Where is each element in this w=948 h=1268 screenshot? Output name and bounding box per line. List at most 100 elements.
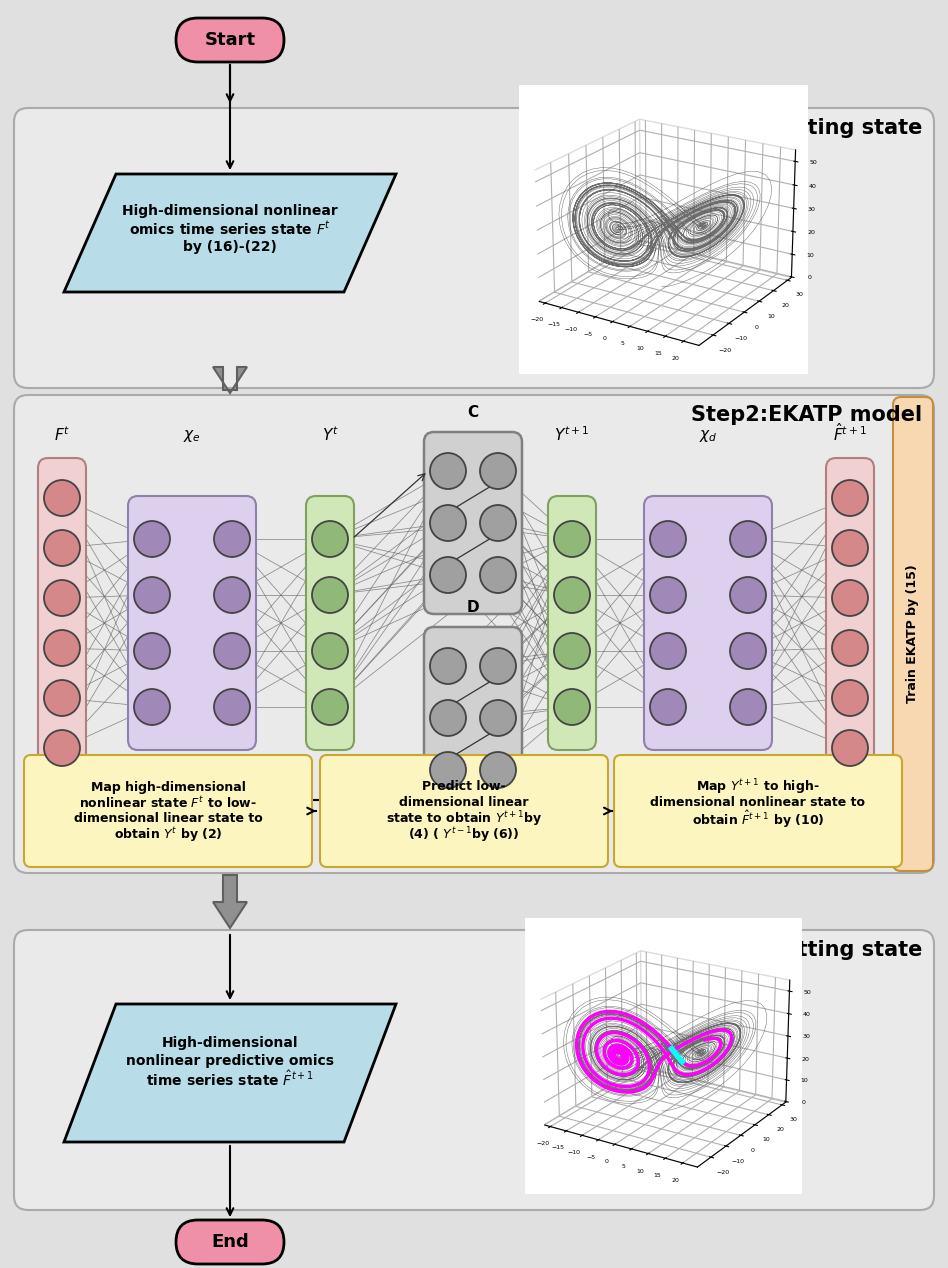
Circle shape [480, 557, 516, 593]
Text: Predict low-: Predict low- [422, 781, 506, 794]
FancyBboxPatch shape [826, 458, 874, 787]
Circle shape [832, 680, 868, 716]
FancyBboxPatch shape [306, 496, 354, 749]
Text: $\hat{F}^{t+1}$: $\hat{F}^{t+1}$ [833, 422, 867, 444]
Circle shape [44, 680, 80, 716]
Circle shape [480, 453, 516, 489]
Circle shape [430, 557, 466, 593]
FancyBboxPatch shape [14, 396, 934, 872]
Text: dimensional linear state to: dimensional linear state to [74, 813, 263, 825]
FancyBboxPatch shape [614, 754, 902, 867]
Circle shape [214, 577, 250, 612]
Polygon shape [64, 174, 396, 292]
Circle shape [214, 689, 250, 725]
Text: C: C [467, 404, 479, 420]
FancyBboxPatch shape [38, 458, 86, 787]
Circle shape [430, 453, 466, 489]
Circle shape [650, 689, 686, 725]
Text: Map $Y^{t+1}$ to high-: Map $Y^{t+1}$ to high- [696, 777, 820, 796]
Text: Train EKATP by (15): Train EKATP by (15) [906, 564, 920, 704]
Circle shape [554, 689, 590, 725]
Text: dimensional nonlinear state to: dimensional nonlinear state to [650, 796, 866, 809]
Circle shape [730, 633, 766, 670]
Circle shape [44, 481, 80, 516]
FancyBboxPatch shape [893, 397, 933, 871]
Circle shape [554, 577, 590, 612]
Circle shape [430, 752, 466, 787]
Polygon shape [64, 1004, 396, 1142]
Text: $Y^{t+1}$: $Y^{t+1}$ [555, 425, 590, 444]
Polygon shape [213, 875, 247, 928]
Circle shape [650, 633, 686, 670]
Circle shape [650, 521, 686, 557]
Circle shape [44, 530, 80, 566]
FancyBboxPatch shape [14, 929, 934, 1210]
Text: Start: Start [205, 30, 256, 49]
Text: Map high-dimensional: Map high-dimensional [91, 781, 246, 794]
Circle shape [832, 730, 868, 766]
Text: $Y^t$: $Y^t$ [321, 425, 338, 444]
FancyBboxPatch shape [128, 496, 256, 749]
Circle shape [44, 579, 80, 616]
Text: Step3:Outputting state: Step3:Outputting state [647, 940, 922, 960]
Circle shape [430, 505, 466, 541]
Circle shape [214, 633, 250, 670]
Circle shape [730, 521, 766, 557]
Circle shape [312, 577, 348, 612]
Circle shape [554, 633, 590, 670]
Circle shape [730, 577, 766, 612]
Circle shape [832, 481, 868, 516]
Circle shape [312, 633, 348, 670]
Text: state to obtain $Y^{t+1}$by: state to obtain $Y^{t+1}$by [386, 809, 542, 829]
Polygon shape [213, 366, 247, 393]
Text: $F^t$: $F^t$ [54, 425, 70, 444]
Text: Step2:EKATP model: Step2:EKATP model [691, 404, 922, 425]
Text: High-dimensional nonlinear: High-dimensional nonlinear [122, 204, 337, 218]
Text: Step1:Inputting state: Step1:Inputting state [667, 118, 922, 138]
Text: High-dimensional: High-dimensional [162, 1036, 299, 1050]
FancyBboxPatch shape [24, 754, 312, 867]
Circle shape [312, 521, 348, 557]
Circle shape [730, 689, 766, 725]
Text: time series state $\hat{F}^{t+1}$: time series state $\hat{F}^{t+1}$ [146, 1069, 314, 1089]
FancyBboxPatch shape [644, 496, 772, 749]
Circle shape [44, 730, 80, 766]
Text: omics time series state $F^t$: omics time series state $F^t$ [129, 221, 331, 238]
Circle shape [832, 630, 868, 666]
FancyBboxPatch shape [320, 754, 608, 867]
Circle shape [134, 521, 170, 557]
Circle shape [650, 577, 686, 612]
FancyBboxPatch shape [176, 18, 284, 62]
Text: obtain $Y^t$ by (2): obtain $Y^t$ by (2) [114, 825, 223, 844]
Circle shape [312, 689, 348, 725]
Circle shape [832, 530, 868, 566]
Circle shape [134, 633, 170, 670]
Text: $\chi_e$: $\chi_e$ [183, 429, 201, 444]
Text: (4) ( $Y^{t-1}$by (6)): (4) ( $Y^{t-1}$by (6)) [409, 825, 520, 844]
Circle shape [554, 521, 590, 557]
FancyBboxPatch shape [14, 108, 934, 388]
Circle shape [134, 689, 170, 725]
Text: D: D [466, 600, 480, 615]
Circle shape [214, 521, 250, 557]
Circle shape [480, 700, 516, 735]
Text: End: End [211, 1232, 249, 1252]
Text: nonlinear predictive omics: nonlinear predictive omics [126, 1054, 334, 1068]
Text: by (16)-(22): by (16)-(22) [183, 240, 277, 254]
Circle shape [134, 577, 170, 612]
FancyBboxPatch shape [424, 432, 522, 614]
Circle shape [480, 752, 516, 787]
Circle shape [480, 505, 516, 541]
Circle shape [480, 648, 516, 683]
Circle shape [44, 630, 80, 666]
Text: $\chi_d$: $\chi_d$ [699, 429, 718, 444]
Circle shape [832, 579, 868, 616]
Circle shape [430, 648, 466, 683]
FancyBboxPatch shape [424, 626, 522, 809]
FancyBboxPatch shape [176, 1220, 284, 1264]
FancyBboxPatch shape [548, 496, 596, 749]
Text: dimensional linear: dimensional linear [399, 796, 529, 809]
Text: nonlinear state $F^t$ to low-: nonlinear state $F^t$ to low- [79, 795, 257, 810]
Text: obtain $\hat{F}^{t+1}$ by (10): obtain $\hat{F}^{t+1}$ by (10) [692, 809, 824, 829]
Circle shape [430, 700, 466, 735]
